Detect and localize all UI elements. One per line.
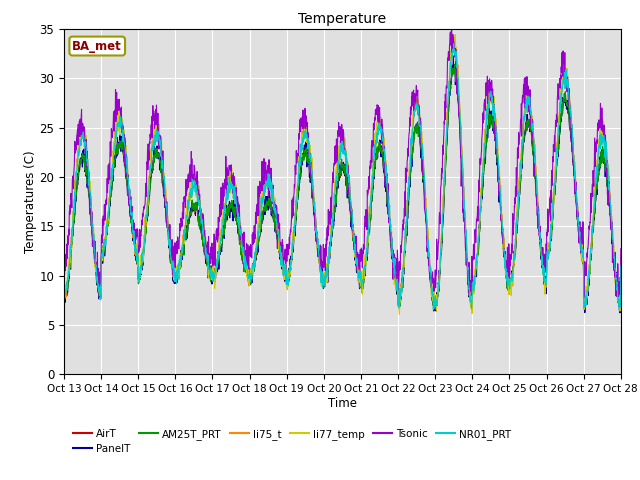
PanelT [331, 208, 339, 214]
Line: NR01_PRT: NR01_PRT [64, 44, 621, 310]
Tsonic [580, 295, 588, 300]
li75_t [602, 138, 609, 144]
NR01_PRT [331, 194, 339, 200]
AM25T_PRT [601, 161, 609, 167]
Line: li77_temp: li77_temp [64, 35, 621, 314]
PanelT [601, 163, 609, 169]
Tsonic [331, 144, 339, 149]
PanelT [449, 53, 457, 59]
li77_temp [602, 131, 609, 137]
li75_t [316, 262, 324, 268]
AM25T_PRT [331, 205, 339, 211]
AM25T_PRT [451, 62, 458, 68]
PanelT [617, 264, 625, 269]
Legend: AirT, PanelT, AM25T_PRT, li75_t, li77_temp, Tsonic, NR01_PRT: AirT, PanelT, AM25T_PRT, li75_t, li77_te… [69, 424, 515, 458]
AM25T_PRT [468, 308, 476, 313]
li77_temp [396, 312, 403, 317]
AM25T_PRT [617, 267, 625, 273]
li75_t [499, 239, 507, 245]
AirT [331, 203, 339, 209]
Line: Tsonic: Tsonic [64, 30, 621, 298]
AirT [88, 231, 96, 237]
PanelT [499, 233, 506, 239]
Line: PanelT: PanelT [64, 56, 621, 313]
AirT [449, 62, 457, 68]
AirT [601, 161, 609, 167]
li75_t [396, 307, 403, 312]
li77_temp [451, 32, 459, 37]
Text: BA_met: BA_met [72, 39, 122, 52]
li77_temp [601, 136, 609, 142]
Line: li75_t: li75_t [64, 38, 621, 310]
Tsonic [617, 246, 625, 252]
Tsonic [88, 243, 96, 249]
Y-axis label: Temperatures (C): Temperatures (C) [24, 150, 36, 253]
NR01_PRT [450, 41, 458, 47]
NR01_PRT [617, 263, 625, 268]
li77_temp [331, 185, 339, 191]
li75_t [601, 144, 609, 150]
li77_temp [316, 259, 324, 264]
li75_t [450, 36, 458, 41]
Tsonic [602, 142, 609, 147]
li77_temp [617, 252, 625, 258]
AirT [617, 265, 625, 271]
AM25T_PRT [60, 293, 68, 299]
AM25T_PRT [88, 228, 96, 234]
NR01_PRT [60, 288, 68, 294]
AM25T_PRT [316, 261, 324, 267]
li77_temp [499, 245, 507, 251]
li75_t [60, 297, 68, 303]
AM25T_PRT [499, 243, 507, 249]
AirT [580, 305, 588, 311]
NR01_PRT [429, 307, 437, 312]
NR01_PRT [88, 222, 96, 228]
X-axis label: Time: Time [328, 397, 357, 410]
li77_temp [60, 297, 68, 303]
AirT [602, 165, 609, 170]
PanelT [616, 310, 624, 316]
AirT [60, 291, 68, 297]
PanelT [88, 235, 96, 240]
li75_t [331, 182, 339, 188]
li75_t [617, 255, 625, 261]
Tsonic [499, 231, 506, 237]
NR01_PRT [499, 225, 507, 231]
Line: AirT: AirT [64, 65, 621, 308]
li75_t [88, 223, 96, 229]
PanelT [601, 156, 609, 162]
AM25T_PRT [602, 168, 609, 173]
Tsonic [316, 256, 324, 262]
Tsonic [60, 275, 68, 280]
PanelT [60, 294, 68, 300]
NR01_PRT [601, 155, 609, 160]
PanelT [316, 259, 324, 264]
AirT [499, 234, 506, 240]
Title: Temperature: Temperature [298, 12, 387, 26]
li77_temp [88, 225, 96, 231]
AirT [316, 264, 324, 270]
Tsonic [601, 136, 609, 142]
NR01_PRT [316, 267, 324, 273]
Tsonic [448, 27, 456, 33]
NR01_PRT [602, 147, 609, 153]
Line: AM25T_PRT: AM25T_PRT [64, 65, 621, 311]
